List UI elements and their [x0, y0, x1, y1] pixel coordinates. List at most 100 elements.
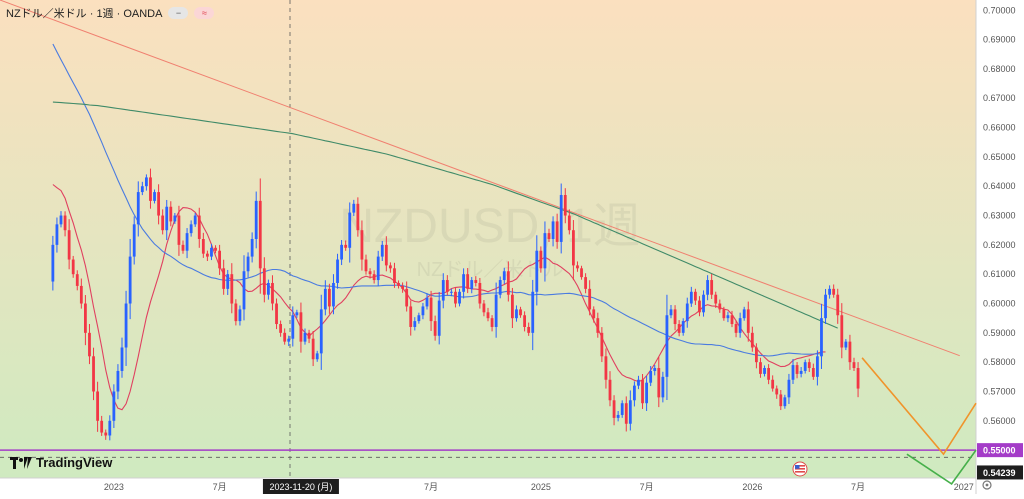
candle — [523, 311, 526, 332]
candle — [299, 302, 303, 353]
candle-body — [319, 309, 323, 354]
candle-body — [698, 300, 701, 313]
candle-body — [161, 215, 165, 231]
candle-body — [539, 250, 543, 269]
candle-body — [490, 318, 494, 327]
indicator-toggle-pill[interactable]: ≈ — [194, 7, 215, 19]
candle — [677, 320, 681, 337]
candle-body — [368, 271, 372, 275]
tradingview-logo-icon — [10, 456, 32, 469]
candle-body — [51, 244, 55, 282]
candle — [750, 326, 754, 352]
candle-body — [840, 315, 844, 348]
candle — [718, 299, 722, 313]
candle — [714, 291, 718, 308]
candle — [441, 273, 445, 309]
candle-body — [271, 282, 274, 304]
candle-body — [254, 200, 258, 239]
candle-body — [372, 274, 376, 281]
candle — [543, 221, 547, 282]
candle — [539, 246, 543, 273]
candle-body — [246, 256, 250, 272]
candle-body — [763, 368, 766, 374]
candle — [140, 181, 144, 196]
candle — [783, 394, 787, 409]
candle — [694, 288, 697, 305]
candle — [734, 321, 738, 338]
candle-body — [128, 256, 132, 304]
settings-gear-icon[interactable] — [982, 480, 992, 490]
candle-body — [458, 291, 461, 304]
candle-body — [807, 362, 811, 369]
symbol-title[interactable]: NZドル／米ドル · 1週 · OANDA — [6, 8, 163, 20]
candle-body — [730, 315, 734, 325]
x-tick-label: 7月 — [640, 482, 654, 492]
candle-body — [340, 244, 343, 260]
crosshair-date-label: 2023-11-20 (月) — [269, 482, 332, 492]
candle — [824, 288, 827, 324]
candle — [580, 265, 583, 280]
candle-body — [181, 244, 185, 251]
y-tick-label: 0.56000 — [983, 416, 1016, 426]
candle — [283, 328, 287, 345]
candle — [128, 238, 132, 320]
x-tick-label: 7月 — [424, 482, 438, 492]
candle — [755, 343, 758, 369]
candle — [303, 328, 307, 345]
candle — [173, 212, 177, 224]
candle — [222, 259, 226, 295]
watermark-ticker: NZDUSD, 1週 — [339, 200, 640, 253]
candle — [409, 300, 413, 336]
collapse-pill[interactable]: − — [168, 7, 189, 19]
candle — [88, 324, 91, 365]
candle-body — [665, 315, 669, 377]
candle-body — [234, 303, 238, 322]
candle — [531, 279, 535, 351]
candle-body — [803, 362, 807, 371]
candle-body — [738, 318, 742, 333]
candle-body — [706, 280, 709, 295]
candle — [421, 302, 425, 320]
candle-body — [92, 356, 95, 392]
candle — [116, 364, 120, 400]
candle — [149, 168, 152, 209]
candle-body — [694, 291, 697, 301]
candle-body — [169, 206, 173, 222]
candle-body — [649, 370, 653, 383]
candle — [454, 287, 457, 308]
candle-body — [848, 341, 852, 363]
candle — [348, 202, 352, 263]
candle — [393, 262, 396, 288]
candle-body — [816, 356, 819, 377]
candle — [555, 213, 559, 249]
candle — [340, 239, 343, 266]
scenario-path-orange — [861, 357, 977, 456]
candle — [226, 269, 230, 296]
candle-body — [262, 268, 266, 295]
candle-body — [153, 192, 156, 201]
candle-body — [523, 315, 526, 327]
candle — [250, 232, 254, 263]
candle — [384, 236, 388, 272]
candle-body — [364, 259, 368, 272]
candle — [433, 315, 437, 341]
candle — [820, 303, 823, 369]
price-label-bg — [977, 465, 1023, 480]
candle — [856, 362, 860, 398]
candle-body — [811, 368, 815, 377]
x-tick-label: 2025 — [531, 482, 551, 492]
candle — [112, 384, 116, 429]
candle — [730, 310, 734, 328]
candle-body — [197, 215, 201, 239]
candle — [79, 278, 83, 309]
candle-body — [742, 309, 746, 319]
candle — [319, 294, 323, 370]
candle-body — [67, 230, 71, 260]
candle — [848, 334, 852, 370]
candle — [665, 294, 669, 400]
candle-body — [771, 379, 775, 389]
candle-body — [767, 368, 770, 380]
price-label-bg — [977, 443, 1023, 458]
